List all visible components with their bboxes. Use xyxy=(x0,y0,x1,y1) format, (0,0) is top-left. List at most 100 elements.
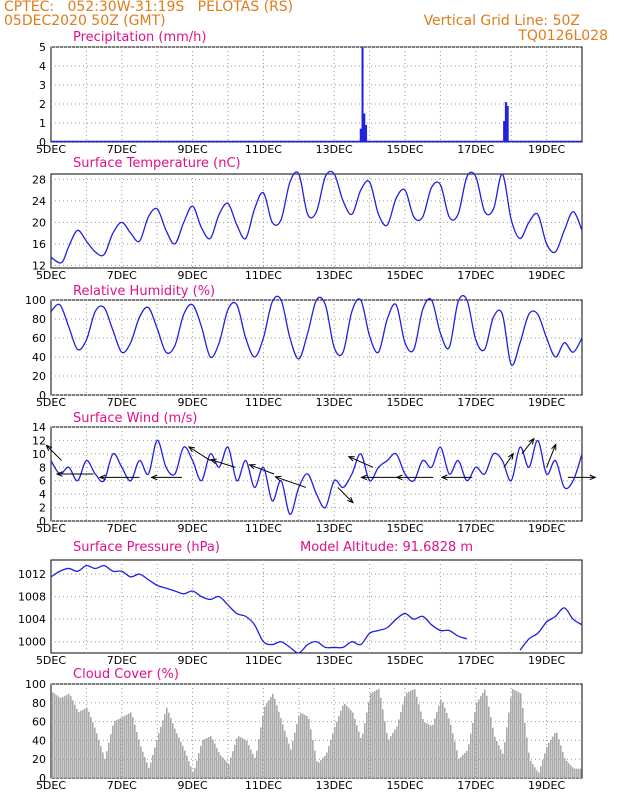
cloud-bar xyxy=(266,703,268,778)
cloud-bar xyxy=(532,764,534,778)
cloud-bar xyxy=(252,753,254,778)
wind-arrow xyxy=(210,459,236,468)
cloud-bar xyxy=(152,755,154,778)
cloud-bar xyxy=(158,733,160,778)
cloud-bar xyxy=(464,752,466,778)
cloud-bar xyxy=(160,726,162,778)
cloud-bar xyxy=(334,726,336,778)
rh-title: Relative Humidity (%) xyxy=(73,284,215,299)
cloud-bar xyxy=(518,692,520,778)
cloud-bar xyxy=(570,765,572,778)
cloud-bar xyxy=(502,753,504,778)
cloud-bar xyxy=(132,717,134,778)
cloud-xtick-label: 19DEC xyxy=(528,779,565,792)
cloud-bar xyxy=(178,737,180,778)
rh-ytick-label: 80 xyxy=(32,313,46,326)
cloud-bar xyxy=(128,713,130,778)
rh-xtick-label: 15DEC xyxy=(386,396,423,409)
cloud-bar xyxy=(208,736,210,778)
cloud-bar xyxy=(372,692,374,778)
cloud-bar xyxy=(408,691,410,778)
pres-title: Surface Pressure (hPa) xyxy=(73,540,220,555)
cloud-bar xyxy=(184,750,186,778)
cloud-bar xyxy=(308,718,310,778)
cloud-bar xyxy=(194,768,196,778)
cloud-bar xyxy=(142,751,144,778)
cloud-bar xyxy=(470,733,472,778)
cloud-bar xyxy=(108,742,110,778)
wind-ytick-label: 2 xyxy=(39,502,46,515)
cloud-bar xyxy=(400,711,402,778)
cloud-bar xyxy=(468,744,470,778)
cloud-bar xyxy=(346,705,348,778)
cloud-bar xyxy=(186,755,188,778)
cloud-bar xyxy=(144,757,146,778)
cloud-bar xyxy=(362,733,364,778)
cloud-bar xyxy=(578,768,580,778)
cloud-bar xyxy=(236,738,238,778)
cloud-xtick-label: 5DEC xyxy=(36,779,66,792)
cloud-bar xyxy=(222,757,224,778)
cloud-bar xyxy=(268,700,270,778)
precip-xtick-label: 19DEC xyxy=(528,143,565,156)
rh-xtick-label: 7DEC xyxy=(107,396,137,409)
wind-xtick-label: 19DEC xyxy=(528,522,565,535)
cloud-bar xyxy=(78,711,80,778)
cloud-bar xyxy=(166,707,168,778)
cloud-bar xyxy=(568,763,570,778)
cloud-bar xyxy=(98,739,100,778)
wind-arrow-head xyxy=(360,474,368,481)
cloud-bar xyxy=(572,767,574,778)
pres-xtick-label: 11DEC xyxy=(245,654,282,667)
cloud-bar xyxy=(104,758,106,778)
cloud-bar xyxy=(360,738,362,778)
cloud-bar xyxy=(282,724,284,778)
wind-title: Surface Wind (m/s) xyxy=(73,411,197,426)
cloud-xtick-label: 7DEC xyxy=(107,779,137,792)
model-code: TQ0126L028 xyxy=(518,28,608,44)
cloud-bar xyxy=(54,693,56,778)
wind-arrow-head xyxy=(209,458,217,464)
cloud-bar xyxy=(94,727,96,778)
cloud-bar xyxy=(566,761,568,778)
cloud-ytick-label: 100 xyxy=(25,678,46,691)
wind-ytick-label: 0 xyxy=(39,515,46,528)
temp-frame xyxy=(50,173,583,269)
cloud-bar xyxy=(100,746,102,778)
temp-ytick-label: 16 xyxy=(32,238,46,251)
cloud-bar xyxy=(64,695,66,778)
cloud-bar xyxy=(72,700,74,778)
cloud-bar xyxy=(354,718,356,778)
cloud-bar xyxy=(174,728,176,778)
cloud-bar xyxy=(190,766,192,778)
cloud-bar xyxy=(176,733,178,778)
rh-ytick-label: 0 xyxy=(39,389,46,402)
cloud-bar xyxy=(82,709,84,778)
pres-ytick-label: 1000 xyxy=(18,636,46,649)
cloud-bar xyxy=(462,755,464,778)
cloud-bar xyxy=(238,736,240,778)
cloud-bar xyxy=(536,770,538,778)
cloud-bar xyxy=(58,696,60,778)
precip-ytick-label: 4 xyxy=(39,60,46,73)
wind-ytick-label: 6 xyxy=(39,475,46,488)
cloud-bar xyxy=(306,716,308,778)
wind-arrow-head xyxy=(187,446,196,453)
pres-xtick-label: 15DEC xyxy=(386,654,423,667)
cloud-ytick-label: 40 xyxy=(32,734,46,747)
cloud-bar xyxy=(480,696,482,778)
pres-extra-label: Model Altitude: 91.6828 m xyxy=(300,540,473,555)
cloud-bar xyxy=(214,743,216,778)
grid-line-label: Vertical Grid Line: 50Z xyxy=(423,13,580,29)
cloud-bar xyxy=(496,741,498,778)
wind-ytick-label: 14 xyxy=(32,421,46,434)
cloud-bar xyxy=(504,742,506,778)
pres-series-line xyxy=(50,564,468,654)
wind-frame xyxy=(50,426,583,522)
temp-xtick-label: 5DEC xyxy=(36,269,66,282)
cloud-bar xyxy=(560,745,562,778)
rh-xtick-label: 5DEC xyxy=(36,396,66,409)
cloud-bar xyxy=(386,732,388,778)
precip-bar xyxy=(504,102,507,142)
